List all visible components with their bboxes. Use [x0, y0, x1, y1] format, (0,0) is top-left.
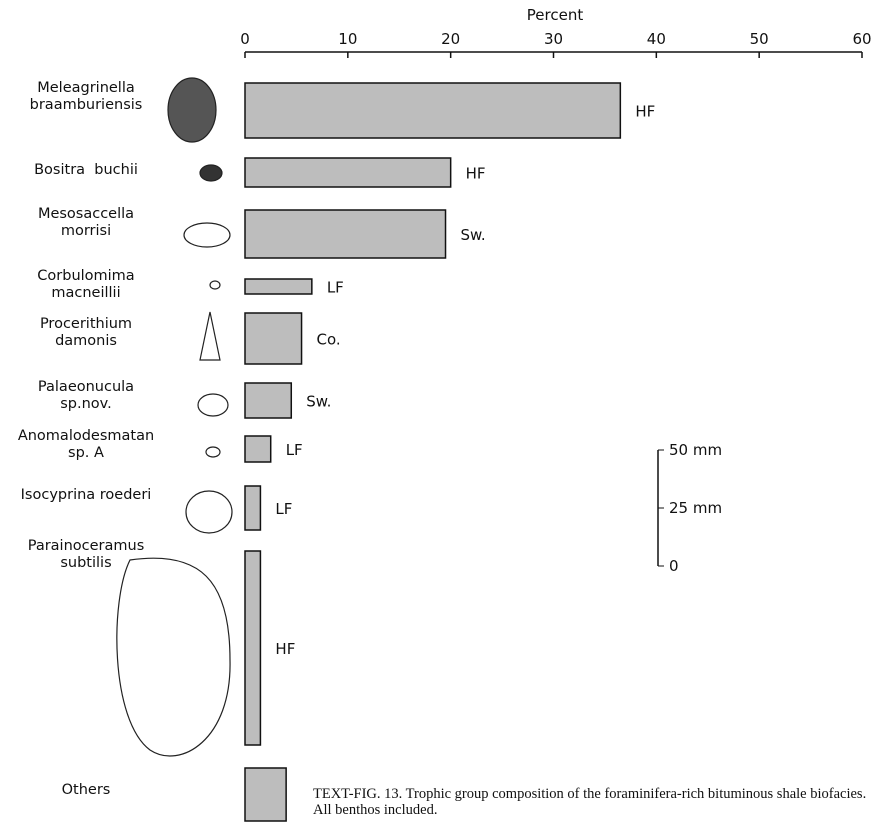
category-label: Anomalodesmatan sp. A — [17, 428, 155, 461]
bar — [244, 767, 287, 822]
category-label: Palaeonucula sp.nov. — [37, 379, 135, 412]
x-tick-label: 50 — [750, 30, 769, 48]
bar — [244, 157, 452, 188]
scale-label: 25 mm — [669, 499, 722, 517]
category-label: Bositra buchii — [34, 162, 138, 178]
bar — [244, 435, 272, 463]
x-tick-label: 20 — [441, 30, 460, 48]
category-label: Isocyprina roederi — [20, 487, 152, 503]
group-label: Sw. — [461, 226, 486, 244]
group-label: HF — [275, 640, 295, 658]
category-label: Meleagrinella braamburiensis — [29, 80, 143, 113]
scale-label: 0 — [669, 557, 679, 575]
caption: TEXT-FIG. 13. Trophic group composition … — [313, 786, 867, 818]
bar — [244, 312, 303, 365]
category-label: Mesosaccella morrisi — [37, 206, 135, 239]
x-tick-label: 60 — [852, 30, 871, 48]
x-tick-label: 40 — [647, 30, 666, 48]
axis-title: Percent — [527, 6, 584, 24]
group-label: HF — [635, 103, 655, 121]
bar — [244, 550, 262, 746]
bar — [244, 382, 293, 419]
bar — [244, 485, 262, 531]
category-label: Others — [61, 782, 111, 798]
shell-icons — [116, 77, 233, 757]
group-label: Sw. — [306, 393, 331, 411]
group-label: Co. — [317, 331, 341, 349]
bar — [244, 278, 313, 295]
scale-bar: 50 mm 25 mm 0 — [657, 441, 722, 575]
group-label: LF — [286, 441, 303, 459]
group-label: HF — [466, 165, 486, 183]
category-label: Procerithium damonis — [39, 316, 133, 349]
bar — [244, 209, 447, 259]
group-label: LF — [275, 500, 292, 518]
category-label: Corbulomima macneillii — [37, 268, 135, 301]
x-tick-label: 10 — [338, 30, 357, 48]
x-tick-label: 0 — [240, 30, 250, 48]
group-label: LF — [327, 279, 344, 297]
bar — [244, 82, 622, 139]
scale-label: 50 mm — [669, 441, 722, 459]
x-tick-label: 30 — [544, 30, 563, 48]
category-label: Parainoceramus subtilis — [27, 538, 145, 571]
